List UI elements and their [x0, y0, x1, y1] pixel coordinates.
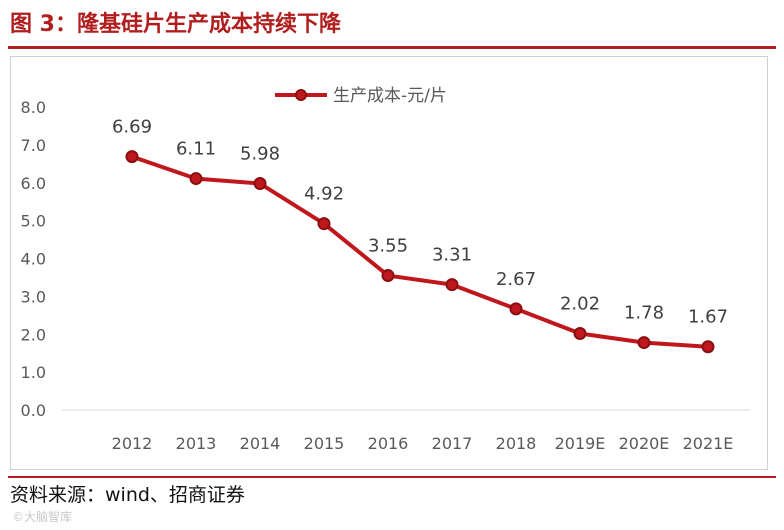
y-tick-label: 5.0: [21, 212, 46, 231]
y-tick-label: 0.0: [21, 401, 46, 420]
data-point: [509, 302, 523, 316]
y-tick-label: 6.0: [21, 174, 46, 193]
data-point: [445, 278, 459, 292]
source-divider: [8, 476, 776, 478]
data-label: 6.69: [112, 117, 152, 138]
x-tick-label: 2017: [432, 434, 473, 453]
x-tick-label: 2015: [304, 434, 345, 453]
y-tick-label: 2.0: [21, 325, 46, 344]
data-point: [701, 340, 715, 354]
data-point: [637, 336, 651, 350]
data-point: [381, 269, 395, 283]
x-tick-label: 2019E: [555, 434, 606, 453]
data-label: 3.55: [368, 236, 408, 257]
data-point: [317, 217, 331, 231]
data-point: [125, 150, 139, 164]
series-cost: [125, 150, 715, 354]
data-label: 1.78: [624, 303, 664, 324]
y-tick-label: 8.0: [21, 98, 46, 117]
series-line: [130, 154, 710, 349]
data-point: [253, 177, 267, 191]
title-divider: [8, 46, 776, 49]
data-label: 3.31: [432, 245, 472, 266]
x-tick-label: 2013: [176, 434, 217, 453]
y-tick-label: 4.0: [21, 250, 46, 269]
y-axis: 0.0 1.0 2.0 3.0 4.0 5.0 6.0 7.0 8.0: [21, 98, 46, 420]
y-tick-label: 1.0: [21, 363, 46, 382]
watermark: ©大脑智库: [12, 510, 73, 524]
data-label: 2.02: [560, 293, 600, 314]
data-label: 2.67: [496, 269, 536, 290]
chart-legend: 生产成本-元/片: [275, 86, 447, 106]
y-tick-label: 7.0: [21, 136, 46, 155]
x-tick-label: 2016: [368, 434, 409, 453]
legend-label: 生产成本-元/片: [333, 86, 447, 106]
x-tick-label: 2012: [112, 434, 153, 453]
x-tick-label: 2020E: [619, 434, 670, 453]
data-label: 5.98: [240, 144, 280, 165]
data-point: [189, 172, 203, 186]
chart-frame: [10, 56, 768, 470]
x-tick-label: 2018: [496, 434, 537, 453]
source-note: 资料来源：wind、招商证券: [10, 484, 245, 506]
data-label: 4.92: [304, 184, 344, 205]
data-label: 6.11: [176, 139, 216, 160]
x-axis: 2012 2013 2014 2015 2016 2017 2018 2019E 2020E 20…: [62, 409, 750, 453]
x-tick-label: 2014: [240, 434, 281, 453]
data-label: 1.67: [688, 307, 728, 328]
legend-point-marker: [295, 89, 307, 101]
figure-title: 图 3：隆基硅片生产成本持续下降: [10, 12, 341, 37]
y-tick-label: 3.0: [21, 287, 46, 306]
data-labels: 6.69 6.11 5.98 4.92 3.55 3.31 2.67 2.02 1.78 1.67: [112, 117, 728, 328]
x-tick-label: 2021E: [683, 434, 734, 453]
data-point: [573, 326, 587, 340]
